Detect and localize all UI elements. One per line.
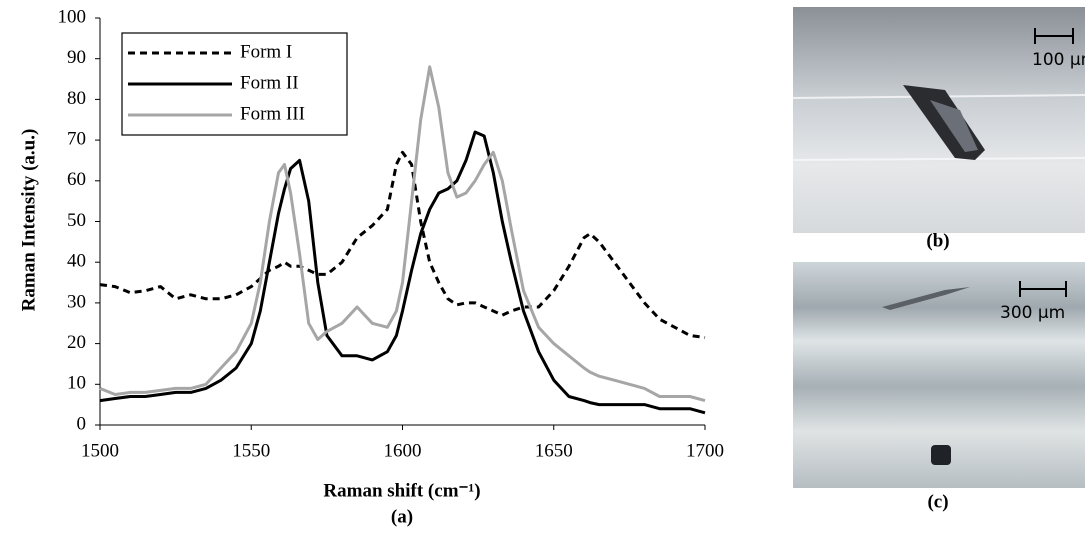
scale-label: 100 µm (1032, 50, 1085, 70)
photo-c: 300 µm (793, 262, 1085, 488)
y-tick-label: 0 (77, 413, 87, 434)
x-tick-label: 1500 (81, 440, 119, 461)
x-tick-label: 1600 (384, 440, 422, 461)
photo-label: (c) (927, 491, 948, 512)
series-line (99, 130, 706, 415)
photo-b: 100 µm (792, 7, 1085, 233)
y-tick-label: 20 (67, 332, 86, 353)
series-line (99, 65, 706, 403)
y-tick-label: 30 (67, 291, 86, 312)
x-tick-label: 1650 (535, 440, 573, 461)
x-tick-label: 1700 (686, 440, 724, 461)
y-tick-label: 90 (67, 47, 86, 68)
x-tick-label: 1550 (232, 440, 270, 461)
legend-label: Form II (240, 72, 299, 93)
y-tick-label: 100 (58, 6, 87, 27)
legend-label: Form I (240, 41, 292, 62)
y-tick-label: 70 (67, 128, 86, 149)
caption: (a) (391, 506, 413, 527)
y-tick-label: 40 (67, 251, 86, 272)
y-tick-label: 10 (67, 373, 86, 394)
y-axis-label: Raman Intensity (a.u.) (18, 129, 39, 312)
x-axis-label: Raman shift (cm⁻¹) (323, 480, 480, 501)
scale-label: 300 µm (1000, 303, 1065, 323)
legend-label: Form III (240, 103, 305, 124)
y-tick-label: 50 (67, 210, 86, 231)
series-line (99, 150, 706, 339)
photo-label: (b) (926, 230, 949, 251)
y-tick-label: 60 (67, 169, 86, 190)
y-tick-label: 80 (67, 88, 86, 109)
